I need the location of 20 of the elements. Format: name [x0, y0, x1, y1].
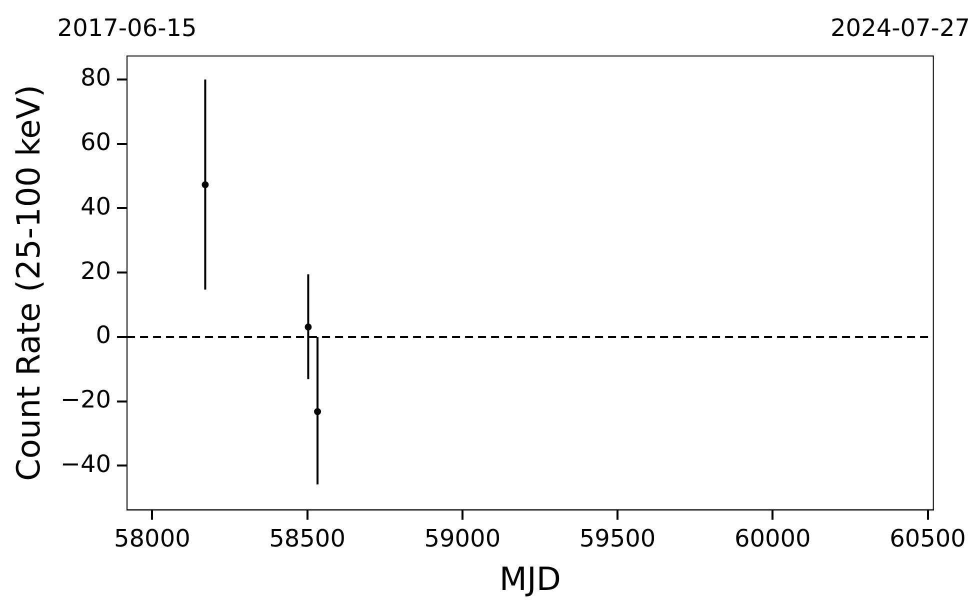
x-tick-label: 60000: [734, 524, 811, 552]
x-tick-label: 60500: [890, 524, 966, 552]
x-tick-label: 59000: [424, 524, 501, 552]
y-tick-label: 80: [80, 64, 112, 92]
x-tick-label: 59500: [579, 524, 656, 552]
point: [304, 323, 312, 330]
point: [202, 181, 209, 188]
y-tick-label: 40: [80, 192, 112, 220]
y-tick-label: 0: [96, 321, 112, 350]
x-tick-label: 58500: [269, 524, 346, 552]
y-tick-label: −40: [60, 450, 112, 478]
y-tick-label: 20: [80, 256, 112, 285]
y-axis-title: Count Rate (25-100 keV): [10, 84, 48, 481]
x-axis-title: MJD: [499, 560, 562, 598]
text: 2017-06-15: [57, 14, 197, 42]
text: 2024-07-27: [830, 14, 970, 42]
x-tick-label: 58000: [114, 524, 190, 552]
y-tick-label: 60: [80, 128, 112, 156]
y-tick-label: −20: [60, 386, 112, 414]
point: [314, 408, 322, 416]
